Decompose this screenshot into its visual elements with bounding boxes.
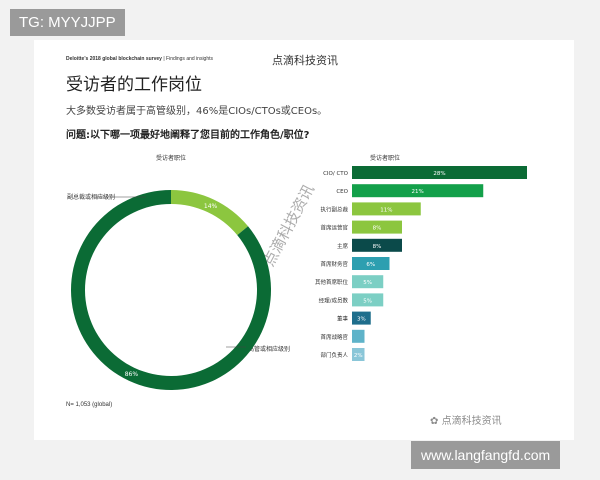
bar-value-label: 6% [366, 262, 375, 268]
bar-value-label: 5% [363, 280, 372, 286]
donut-slice [171, 190, 249, 236]
bar-category-label: 部门负责人 [320, 351, 348, 359]
brand-footer: ✿ 点滴科技资讯 [430, 412, 502, 427]
bar-value-label: 11% [380, 207, 392, 213]
bar-category-label: CEO [336, 189, 348, 195]
bar-category-label: 主席 [337, 242, 349, 250]
bar-category-label: 首席战略官 [320, 333, 348, 341]
bar-category-label: 经理/成员数 [319, 296, 349, 304]
page-subtitle: 大多数受访者属于高管级别，46%是CIOs/CTOs或CEOs。 [66, 106, 328, 117]
brand-header: 点滴科技资讯 [272, 54, 338, 67]
bar [352, 202, 421, 216]
bar [352, 220, 402, 234]
top-left-tag: TG: MYYJJPP [10, 9, 125, 36]
bar-category-label: 董事 [337, 315, 349, 323]
bar-category-label: 其他首席职位 [315, 278, 349, 286]
donut-value-label: 14% [204, 203, 218, 210]
sample-size-note: N= 1,053 (global) [66, 402, 113, 408]
bar-value-label: 8% [373, 226, 382, 232]
bar [352, 184, 484, 198]
bar [352, 238, 402, 252]
bar-value-label: 2% [354, 353, 363, 359]
bar [352, 311, 371, 325]
bar-value-label: 8% [373, 244, 382, 250]
donut-chart-title: 受访者职位 [156, 155, 187, 162]
bar-chart-title: 受访者职位 [370, 155, 401, 162]
bar [352, 257, 390, 270]
bar-value-label: 5% [363, 298, 372, 304]
wechat-icon: ✿ [430, 416, 439, 427]
bar [352, 348, 365, 361]
bar-category-label: 首席财务官 [320, 260, 348, 268]
bar [352, 329, 365, 343]
bar-chart: CIO/ CTO 28% CEO 21% 执行副总裁 11% 首席运营官 8% 主席 8% 首席财务… [315, 166, 527, 361]
donut-category-label-1: 高管或相应级别 [248, 346, 291, 353]
bar [352, 166, 527, 179]
bar [352, 293, 384, 307]
survey-source-rest: | Findings and insights [161, 56, 214, 62]
survey-source-bold: Deloitte's 2018 global blockchain survey [66, 56, 162, 62]
donut-value-label: 86% [125, 371, 139, 378]
donut-category-label-0: 副总裁或相应级别 [67, 194, 116, 201]
bottom-right-tag: www.langfangfd.com [411, 441, 561, 469]
bar-value-label: 21% [412, 189, 424, 195]
bar-value-label: 3% [357, 317, 366, 323]
bar-category-label: 首席运营官 [320, 224, 348, 232]
bar [352, 275, 384, 289]
bar-value-label: 28% [433, 171, 445, 177]
survey-question: 问题:以下哪一项最好地阐释了您目前的工作角色/职位? [66, 130, 310, 141]
bar-category-label: CIO/ CTO [323, 171, 349, 177]
document-page: Deloitte's 2018 global blockchain survey… [34, 40, 574, 440]
bar-category-label: 执行副总裁 [320, 205, 348, 213]
survey-source: Deloitte's 2018 global blockchain survey… [66, 56, 213, 62]
page-title: 受访者的工作岗位 [66, 75, 202, 95]
donut-chart: 14% 86% [71, 190, 271, 390]
brand-footer-text: 点滴科技资讯 [441, 416, 502, 427]
